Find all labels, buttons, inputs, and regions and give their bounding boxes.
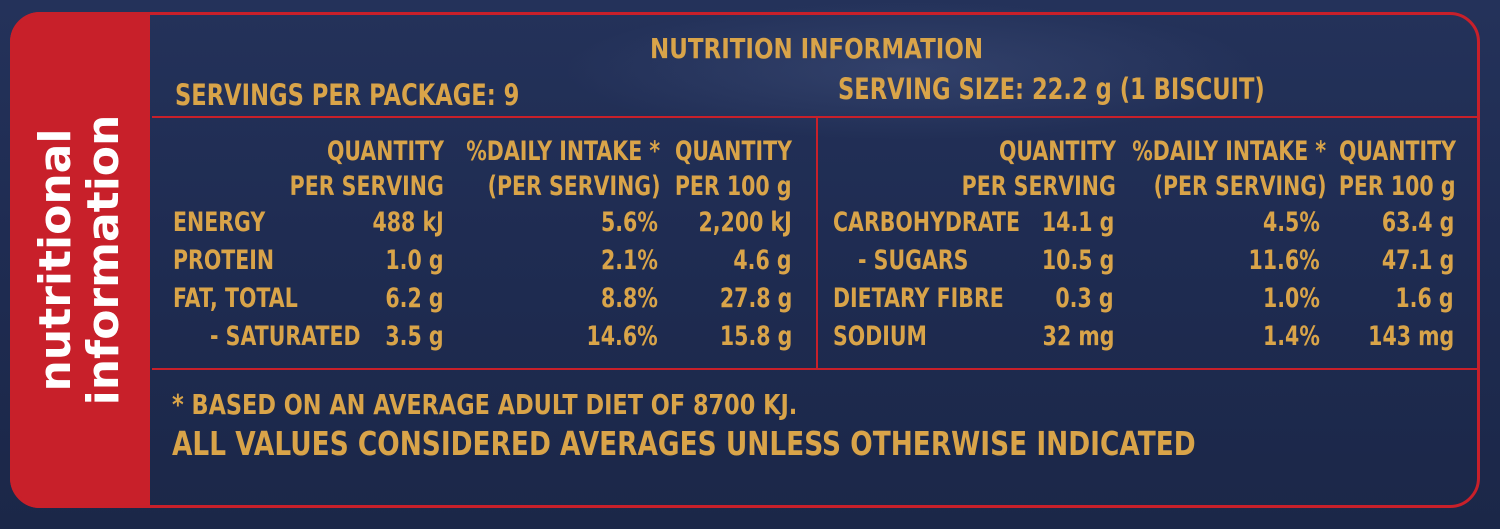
qty-per-serving: 3.5 g <box>385 321 444 352</box>
qty-per-serving: 6.2 g <box>385 283 444 314</box>
nutrient-label: FAT, TOTAL <box>173 283 298 314</box>
daily-intake-footnote: * BASED ON AN AVERAGE ADULT DIET OF 8700… <box>172 388 798 421</box>
daily-intake: 1.0% <box>1263 283 1320 314</box>
servings-per-package: SERVINGS PER PACKAGE: 9 <box>175 78 520 112</box>
right-qty-header-line2: PER SERVING <box>961 171 1116 202</box>
daily-intake: 1.4% <box>1263 321 1320 352</box>
nutrient-label: SODIUM <box>833 321 927 352</box>
qty-per-serving: 488 kJ <box>372 207 444 238</box>
daily-intake: 4.5% <box>1263 207 1320 238</box>
qty-per-serving: 1.0 g <box>385 245 444 276</box>
daily-intake: 8.8% <box>601 283 658 314</box>
side-tab <box>10 12 150 508</box>
averages-note: ALL VALUES CONSIDERED AVERAGES UNLESS OT… <box>172 424 1196 463</box>
qty-per-100g: 2,200 kJ <box>698 207 792 238</box>
panel-title: NUTRITION INFORMATION <box>650 32 984 65</box>
daily-intake: 11.6% <box>1248 245 1320 276</box>
right-qty-header-line1: QUANTITY <box>998 136 1116 167</box>
nutrient-label: PROTEIN <box>173 245 275 276</box>
qty-per-100g: 63.4 g <box>1381 207 1454 238</box>
qty-per-serving: 14.1 g <box>1041 207 1114 238</box>
nutrient-label: ENERGY <box>173 207 266 238</box>
qty-per-100g: 4.6 g <box>733 245 792 276</box>
nutrient-label: - SATURATED <box>210 321 361 352</box>
left-di-header-line2: (PER SERVING) <box>487 171 660 202</box>
panel-border <box>10 12 1480 508</box>
right-per100-header-line2: PER 100 g <box>1339 171 1456 202</box>
qty-per-100g: 47.1 g <box>1381 245 1454 276</box>
right-di-header-line2: (PER SERVING) <box>1153 171 1326 202</box>
qty-per-100g: 1.6 g <box>1395 283 1454 314</box>
table-center-divider <box>816 116 818 370</box>
qty-per-serving: 0.3 g <box>1055 283 1114 314</box>
left-per100-header-line1: QUANTITY <box>674 136 792 167</box>
qty-per-100g: 27.8 g <box>719 283 792 314</box>
daily-intake: 2.1% <box>601 245 658 276</box>
left-per100-header-line2: PER 100 g <box>675 171 792 202</box>
left-di-header-line1: %DAILY INTAKE * <box>466 136 660 167</box>
left-qty-header-line2: PER SERVING <box>289 171 444 202</box>
qty-per-100g: 15.8 g <box>719 321 792 352</box>
right-per100-header-line1: QUANTITY <box>1338 136 1456 167</box>
qty-per-serving: 32 mg <box>1042 321 1114 352</box>
qty-per-serving: 10.5 g <box>1041 245 1114 276</box>
nutrient-label: CARBOHYDRATE <box>833 207 1020 238</box>
daily-intake: 14.6% <box>586 321 658 352</box>
nutrient-label: - SUGARS <box>858 245 969 276</box>
left-qty-header-line1: QUANTITY <box>326 136 444 167</box>
table-top-divider <box>152 116 1478 118</box>
table-bottom-divider <box>152 368 1478 370</box>
qty-per-100g: 143 mg <box>1367 321 1454 352</box>
daily-intake: 5.6% <box>601 207 658 238</box>
serving-size: SERVING SIZE: 22.2 g (1 BISCUIT) <box>838 72 1265 106</box>
nutrient-label: DIETARY FIBRE <box>833 283 1004 314</box>
right-di-header-line1: %DAILY INTAKE * <box>1132 136 1326 167</box>
